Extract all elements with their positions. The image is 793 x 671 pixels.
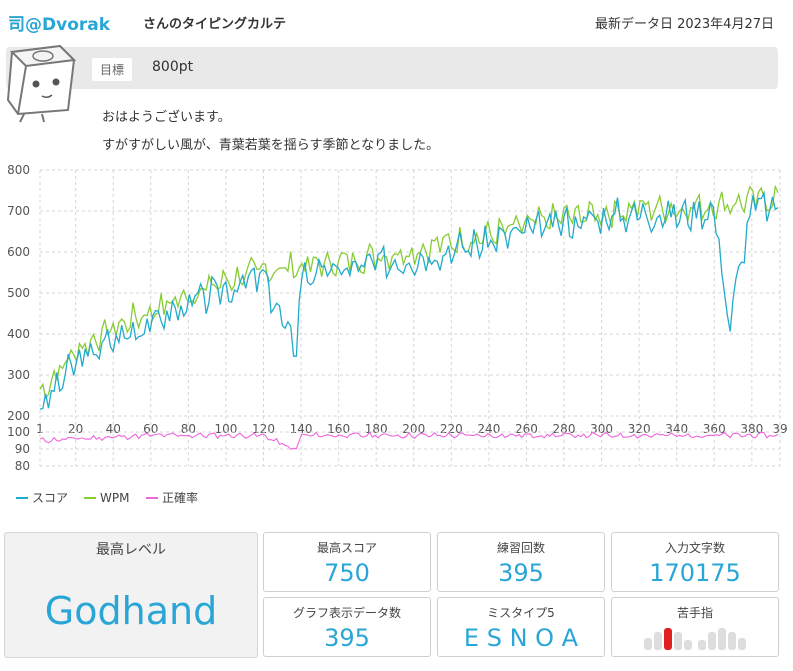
wpm-series-line [39, 184, 779, 400]
legend-wpm: WPM [100, 491, 129, 505]
x-tick-label: 380 [740, 422, 763, 436]
y-tick-label: 400 [7, 327, 30, 341]
legend-score: スコア [32, 491, 68, 505]
x-tick-label: 320 [628, 422, 651, 436]
score-series-line [39, 190, 779, 410]
x-tick-label: 39 [772, 422, 787, 436]
mistype-panel: ミスタイプ5 E S N O A [437, 597, 605, 657]
x-tick-label: 40 [106, 422, 121, 436]
x-tick-label: 280 [553, 422, 576, 436]
greeting-message: おはようございます。 [102, 110, 231, 125]
practice-count-panel: 練習回数 395 [437, 532, 605, 592]
y-tick-label: 90 [15, 442, 30, 456]
graph-points-value: 395 [324, 624, 370, 652]
user-name[interactable]: 司@Dvorak [8, 15, 111, 35]
max-score-value: 750 [324, 559, 370, 587]
page-title: さんのタイピングカルテ [143, 17, 287, 32]
chars-typed-panel: 入力文字数 170175 [611, 532, 779, 592]
mistype-value: E S N O A [463, 624, 579, 652]
goal-value: 800pt [152, 59, 194, 75]
x-tick-label: 340 [665, 422, 688, 436]
max-level-label: 最高レベル [96, 542, 166, 558]
chars-typed-value: 170175 [649, 559, 741, 587]
practice-count-value: 395 [498, 559, 544, 587]
season-message: すがすがしい風が、青葉若葉を揺らす季節となりました。 [102, 138, 440, 153]
y-tick-label: 80 [15, 459, 30, 473]
max-score-panel: 最高スコア 750 [263, 532, 431, 592]
x-tick-label: 80 [181, 422, 196, 436]
y-tick-label: 100 [7, 425, 30, 439]
goal-label: 目標 [92, 58, 133, 81]
x-tick-label: 140 [290, 422, 313, 436]
weak-finger-hand-icon [644, 628, 746, 650]
y-tick-label: 700 [7, 204, 30, 218]
y-tick-label: 300 [7, 368, 30, 382]
goal-bar: 目標 800pt [6, 47, 778, 89]
x-tick-label: 20 [68, 422, 83, 436]
x-tick-label: 1 [36, 422, 44, 436]
x-tick-label: 300 [590, 422, 613, 436]
weak-finger-panel: 苦手指 [611, 597, 779, 657]
legend-accuracy: 正確率 [162, 490, 198, 505]
x-tick-label: 240 [477, 422, 500, 436]
accuracy-series-line [39, 431, 779, 450]
y-tick-label: 500 [7, 286, 30, 300]
header: 司@Dvorak さんのタイピングカルテ 最新データ日 2023年4月27日 [8, 8, 788, 36]
mistype-label: ミスタイプ5 [487, 606, 555, 620]
max-level-panel: 最高レベル Godhand [4, 532, 258, 658]
latest-date: 最新データ日 2023年4月27日 [594, 17, 774, 32]
graph-points-panel: グラフ表示データ数 395 [263, 597, 431, 657]
x-tick-label: 220 [440, 422, 463, 436]
y-tick-label: 200 [7, 409, 30, 423]
practice-count-label: 練習回数 [496, 541, 545, 555]
weak-finger-label: 苦手指 [676, 606, 713, 620]
y-tick-label: 600 [7, 245, 30, 259]
max-level-value: Godhand [44, 589, 218, 633]
x-tick-label: 100 [214, 422, 237, 436]
graph-points-label: グラフ表示データ数 [292, 606, 401, 620]
max-score-label: 最高スコア [316, 541, 377, 555]
chars-typed-label: 入力文字数 [664, 541, 725, 555]
y-tick-label: 800 [7, 163, 30, 177]
mascot-avatar-icon [6, 44, 77, 123]
x-tick-label: 160 [327, 422, 350, 436]
